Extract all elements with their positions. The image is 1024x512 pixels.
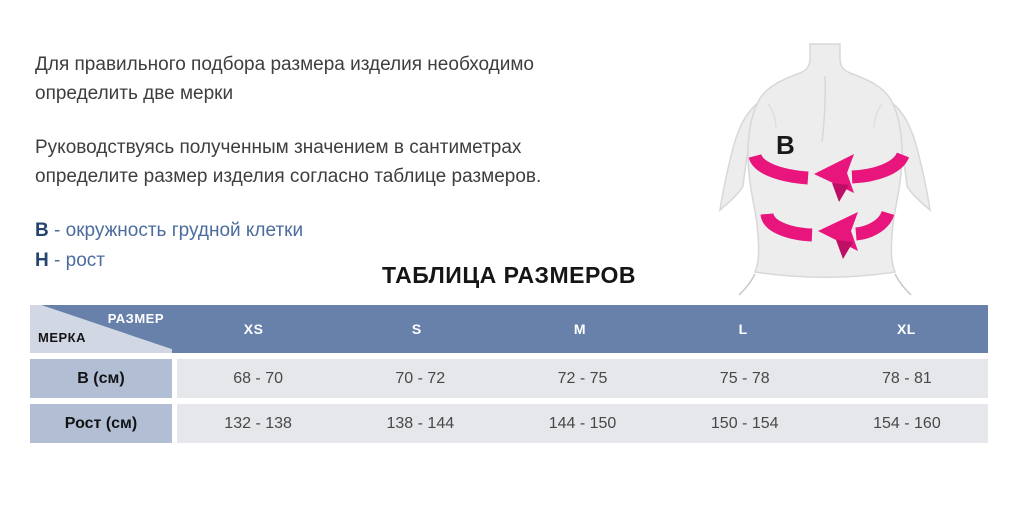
intro-paragraph-2: Руководствуясь полученным значением в са… xyxy=(35,136,542,188)
chest-ribbon-left xyxy=(748,153,809,185)
cell-chest-xl: 78 - 81 xyxy=(882,369,932,387)
legend-key-b: В xyxy=(35,219,49,241)
left-hip-line xyxy=(738,273,756,296)
torso-measurement-diagram: B xyxy=(710,42,942,296)
chest-measure-arrow xyxy=(748,151,910,202)
right-shoulder-crease xyxy=(873,103,883,129)
column-header-xs: XS xyxy=(243,321,264,337)
intro-text-block: Для правильного подбора размера изделия … xyxy=(35,50,615,277)
row-label-height: Рост (см) xyxy=(30,404,172,443)
row-label-chest: В (см) xyxy=(30,359,172,398)
chest-measure-label: B xyxy=(776,130,795,160)
chest-arrow-fold xyxy=(832,183,849,202)
cell-height-l: 150 - 154 xyxy=(710,414,779,432)
corner-cell: РАЗМЕР МЕРКА xyxy=(30,305,172,353)
column-header-xl: XL xyxy=(896,321,916,337)
row-values-height: 132 - 138 138 - 144 144 - 150 150 - 154 … xyxy=(177,404,988,443)
waist-arrowhead-icon xyxy=(818,212,858,251)
waist-measure-arrow xyxy=(760,210,895,259)
cell-height-m: 144 - 150 xyxy=(548,414,617,432)
cell-height-xs: 132 - 138 xyxy=(224,414,292,432)
legend-desc-b: - окружность грудной клетки xyxy=(54,219,304,241)
row-values-chest: 68 - 70 70 - 72 72 - 75 75 - 78 78 - 81 xyxy=(177,359,988,398)
column-header-l: L xyxy=(738,321,748,337)
cell-height-xl: 154 - 160 xyxy=(873,414,941,432)
column-header-m: M xyxy=(573,321,587,337)
right-hip-line xyxy=(894,273,912,296)
waist-arrow-fold xyxy=(836,240,853,259)
cell-chest-m: 72 - 75 xyxy=(557,369,608,387)
row-divider xyxy=(172,404,177,443)
torso-back-illustration: B xyxy=(718,43,932,296)
cell-chest-l: 75 - 78 xyxy=(719,369,770,387)
size-table: РАЗМЕР МЕРКА XS S M L XL В (см) 68 - 70 … xyxy=(30,305,988,443)
legend-line-height: Н - рост xyxy=(35,246,615,276)
waist-ribbon-left xyxy=(760,212,813,242)
column-header-s: S xyxy=(411,321,422,337)
left-shoulder-crease xyxy=(767,103,777,129)
torso-shape xyxy=(747,43,903,278)
table-row-height: Рост (см) 132 - 138 138 - 144 144 - 150 … xyxy=(30,404,988,443)
legend-desc-h: - рост xyxy=(54,250,105,272)
chest-ribbon-tail xyxy=(851,151,910,184)
cell-chest-s: 70 - 72 xyxy=(395,369,446,387)
corner-label-measure: МЕРКА xyxy=(38,330,86,345)
cell-chest-xs: 68 - 70 xyxy=(233,369,283,387)
chest-arrowhead-icon xyxy=(814,154,854,193)
legend-key-h: Н xyxy=(35,250,49,272)
row-divider xyxy=(172,359,177,398)
size-table-title: ТАБЛИЦА РАЗМЕРОВ xyxy=(381,262,636,288)
spine-line xyxy=(821,75,827,143)
table-row-chest: В (см) 68 - 70 70 - 72 72 - 75 75 - 78 7… xyxy=(30,359,988,398)
size-table-header-row: РАЗМЕР МЕРКА XS S M L XL xyxy=(30,305,988,353)
waist-ribbon-tail xyxy=(855,210,895,241)
intro-paragraph-1: Для правильного подбора размера изделия … xyxy=(35,54,534,105)
measure-legend: В - окружность грудной клетки Н - рост xyxy=(35,216,615,277)
corner-label-size: РАЗМЕР xyxy=(107,311,164,326)
legend-line-chest: В - окружность грудной клетки xyxy=(35,216,615,246)
cell-height-s: 138 - 144 xyxy=(386,414,455,432)
